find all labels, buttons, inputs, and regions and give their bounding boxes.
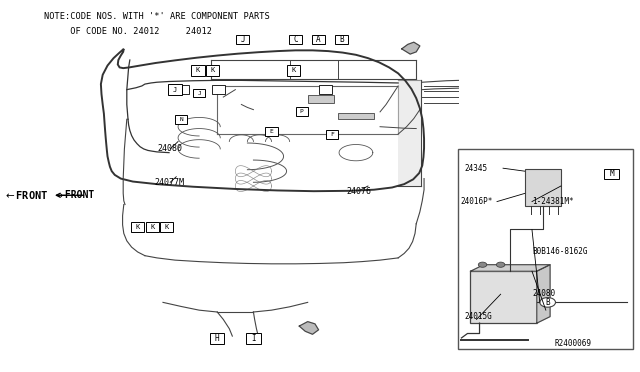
Text: $\leftarrow$FRONT: $\leftarrow$FRONT xyxy=(3,189,49,201)
Text: 24076: 24076 xyxy=(347,187,372,196)
Text: K: K xyxy=(164,224,169,230)
Bar xyxy=(168,84,182,95)
Bar xyxy=(212,85,225,94)
Text: J: J xyxy=(173,87,177,93)
Bar xyxy=(458,149,633,349)
Text: J: J xyxy=(240,35,245,44)
Text: J: J xyxy=(197,91,201,96)
Bar xyxy=(145,222,159,232)
Text: H: H xyxy=(215,334,220,343)
Circle shape xyxy=(497,262,505,267)
Polygon shape xyxy=(402,42,420,54)
Bar xyxy=(287,65,300,76)
Bar xyxy=(319,85,332,94)
Bar xyxy=(296,108,308,116)
Text: 24345: 24345 xyxy=(465,164,488,173)
Text: N: N xyxy=(179,117,183,122)
Bar xyxy=(338,113,374,119)
Bar xyxy=(236,35,249,44)
Bar xyxy=(308,95,334,103)
Bar xyxy=(289,35,302,44)
Text: 24016P*: 24016P* xyxy=(460,197,493,206)
Text: K: K xyxy=(211,67,214,73)
Bar xyxy=(525,169,561,206)
Text: OF CODE NO. 24012     24012: OF CODE NO. 24012 24012 xyxy=(44,27,212,36)
Text: E: E xyxy=(269,129,273,134)
Bar xyxy=(175,115,187,124)
Polygon shape xyxy=(470,265,550,271)
Bar xyxy=(398,80,421,186)
Text: K: K xyxy=(196,67,200,73)
Bar xyxy=(246,333,260,344)
Bar xyxy=(326,131,338,139)
Text: B0B146-8162G: B0B146-8162G xyxy=(532,247,588,256)
Circle shape xyxy=(478,262,487,267)
Bar xyxy=(193,89,205,97)
Bar xyxy=(266,127,278,136)
Text: K: K xyxy=(291,67,295,73)
Bar xyxy=(131,222,144,232)
Text: NOTE:CODE NOS. WITH '*' ARE COMPONENT PARTS: NOTE:CODE NOS. WITH '*' ARE COMPONENT PA… xyxy=(44,12,269,21)
Text: 24077M: 24077M xyxy=(154,178,184,187)
Text: 24015G: 24015G xyxy=(465,312,492,321)
Bar xyxy=(175,85,189,94)
Text: ←FRONT: ←FRONT xyxy=(60,190,95,200)
Bar xyxy=(160,222,173,232)
Text: K: K xyxy=(136,224,140,230)
Bar xyxy=(312,35,325,44)
Text: B: B xyxy=(545,298,550,307)
Text: M: M xyxy=(609,169,614,178)
Bar xyxy=(210,333,225,344)
Text: A: A xyxy=(316,35,321,44)
Text: R2400069: R2400069 xyxy=(555,339,592,348)
Text: 1-24381M*: 1-24381M* xyxy=(532,197,573,206)
Bar xyxy=(470,271,537,323)
Bar xyxy=(604,169,619,179)
Text: F: F xyxy=(330,132,333,137)
Bar xyxy=(206,65,219,76)
Text: I: I xyxy=(251,334,256,343)
Text: P: P xyxy=(300,109,303,114)
Polygon shape xyxy=(537,265,550,323)
Bar xyxy=(191,65,205,76)
Text: 24080: 24080 xyxy=(532,289,555,298)
Bar xyxy=(335,35,348,44)
Text: K: K xyxy=(150,224,154,230)
Circle shape xyxy=(540,298,556,307)
Text: 24080: 24080 xyxy=(157,144,182,153)
Text: C: C xyxy=(293,35,298,44)
Text: B: B xyxy=(339,35,344,44)
Polygon shape xyxy=(300,322,319,334)
